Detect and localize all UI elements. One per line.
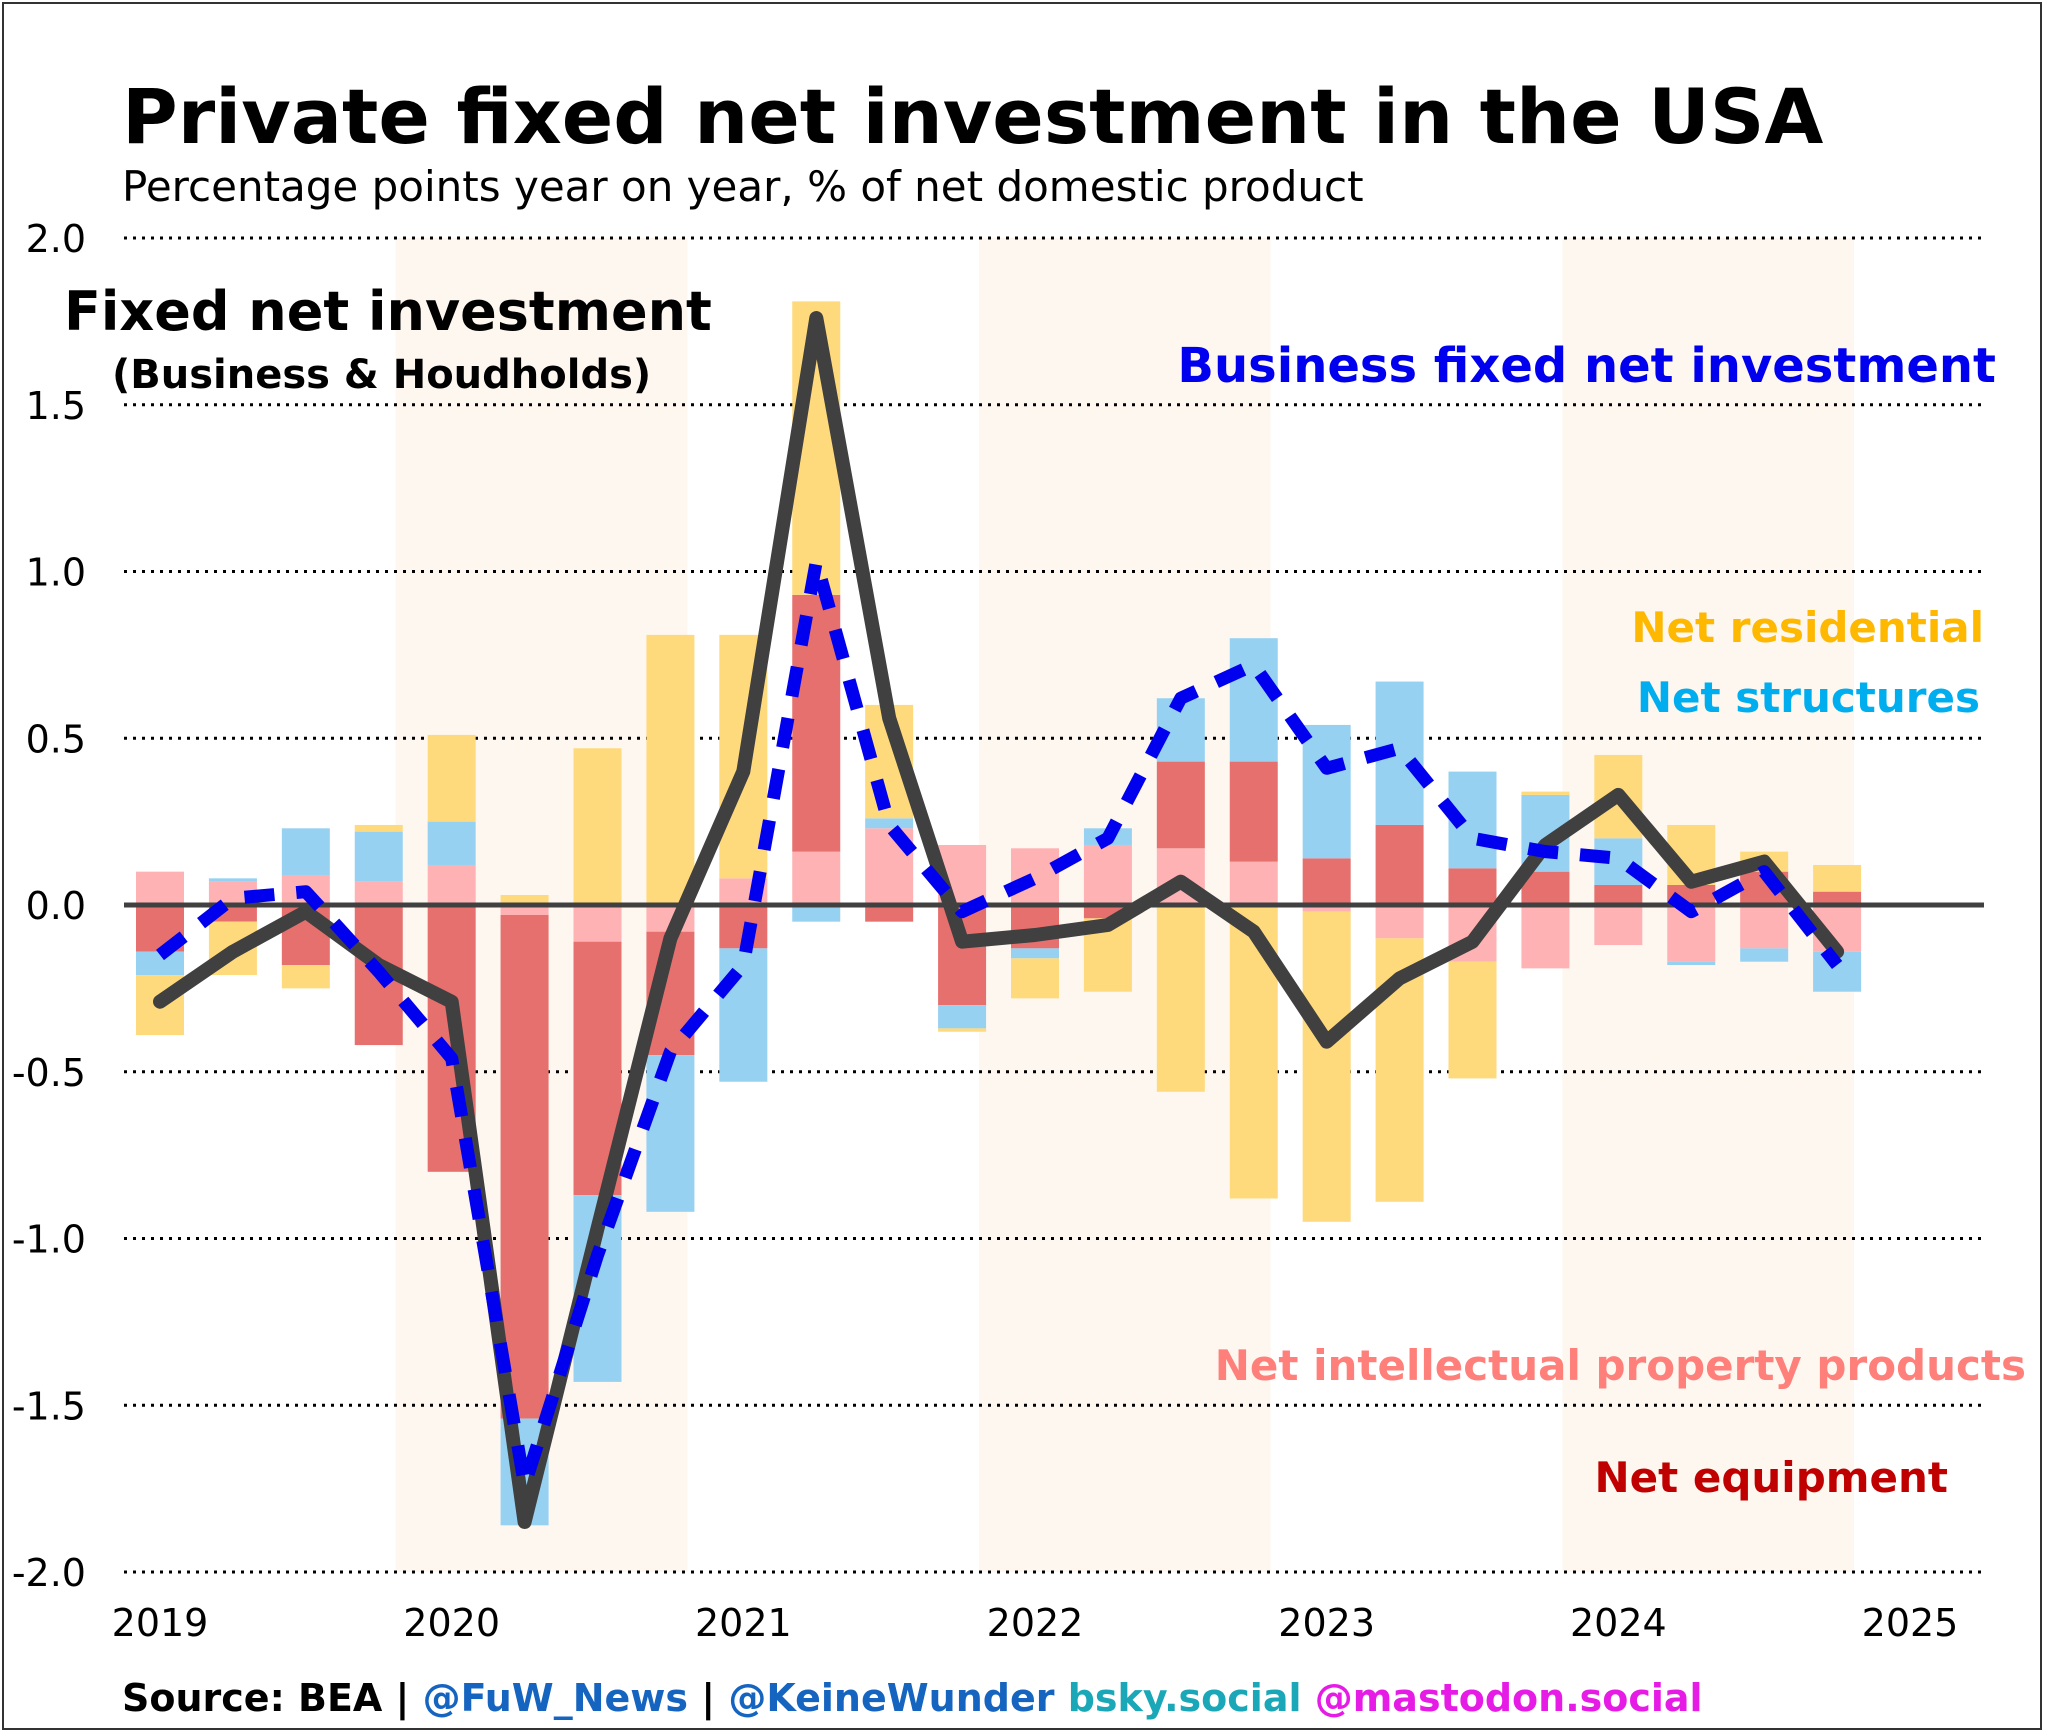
annotation-net-structures: Net structures: [1637, 673, 1980, 722]
line-fixed: [153, 311, 1845, 1529]
x-tick-label: 2020: [403, 1601, 500, 1645]
bar-structures: [427, 821, 476, 865]
x-tick-label: 2024: [1570, 1601, 1667, 1645]
y-tick-label: -1.0: [12, 1218, 86, 1262]
bar-equipment: [1448, 868, 1497, 905]
bar-structures: [208, 878, 257, 882]
x-tick-label: 2025: [1862, 1601, 1959, 1645]
bar-equipment: [1813, 891, 1862, 905]
bar-structures: [136, 951, 184, 976]
bar-structures: [1667, 961, 1716, 966]
bar-equipment: [1375, 824, 1424, 905]
y-tick-label: 1.5: [26, 384, 86, 428]
bar-ipp: [354, 881, 403, 905]
bar-equipment: [1594, 884, 1643, 905]
bar-ipp: [1302, 905, 1351, 912]
y-tick-label: -1.5: [12, 1384, 86, 1428]
source-sep-2: |: [688, 1676, 729, 1720]
y-tick-label: 2.0: [26, 217, 86, 261]
bar-ipp: [500, 905, 549, 916]
bar-ipp: [1740, 905, 1789, 949]
bar-structures: [1229, 638, 1278, 762]
bar-structures: [1740, 948, 1789, 962]
bar-residential: [1813, 864, 1862, 892]
bar-structures: [938, 1005, 987, 1029]
bar-structures: [354, 831, 403, 882]
bar-equipment: [1229, 761, 1278, 862]
bar-residential: [354, 824, 403, 832]
y-tick-label: -2.0: [12, 1551, 86, 1595]
bar-ipp: [427, 864, 476, 905]
bar-ipp: [1083, 844, 1132, 905]
bar-residential: [646, 634, 695, 905]
annotation-net-ipp: Net intellectual property products: [1215, 1341, 2026, 1390]
annotation-fixed-net-investment: Fixed net investment: [64, 280, 712, 343]
bar-residential: [427, 734, 476, 822]
x-tick-label: 2023: [1278, 1601, 1375, 1645]
bar-structures: [719, 948, 768, 1082]
bar-ipp: [1229, 861, 1278, 905]
bar-structures: [1011, 948, 1059, 959]
bar-residential: [1521, 791, 1570, 795]
annotation-net-equipment: Net equipment: [1595, 1453, 1948, 1502]
bar-residential: [1011, 958, 1059, 999]
annotation-net-residential: Net residential: [1631, 603, 1984, 652]
source-label: Source: BEA: [122, 1676, 383, 1720]
bar-ipp: [136, 871, 184, 905]
bar-residential: [1156, 905, 1205, 1092]
bar-equipment: [1156, 761, 1205, 849]
y-tick-label: 0.5: [26, 717, 86, 761]
chart-title: Private fixed net investment in the USA: [122, 72, 1824, 161]
bar-equipment: [1302, 858, 1351, 905]
y-tick-label: -0.5: [12, 1051, 86, 1095]
bar-structures: [1302, 724, 1351, 859]
x-tick-label: 2022: [987, 1601, 1084, 1645]
x-tick-label: 2021: [695, 1601, 792, 1645]
bar-residential: [281, 965, 330, 989]
bar-residential: [1302, 911, 1351, 1222]
bar-ipp: [1594, 905, 1643, 946]
chart-subtitle: Percentage points year on year, % of net…: [122, 162, 1364, 211]
bar-residential: [500, 894, 549, 905]
bar-equipment: [865, 905, 914, 922]
bar-residential: [573, 748, 622, 905]
bar-residential: [1448, 961, 1497, 1079]
bar-ipp: [792, 851, 841, 905]
source-bsky[interactable]: bsky.social: [1054, 1676, 1302, 1720]
bar-equipment: [500, 915, 549, 1419]
bar-residential: [938, 1028, 987, 1032]
bar-structures: [865, 818, 914, 829]
source-handle-fuw[interactable]: @FuW_News: [422, 1676, 689, 1720]
y-tick-label: 0.0: [26, 884, 86, 928]
bar-ipp: [1011, 848, 1059, 905]
source-mastodon[interactable]: @mastodon.social: [1301, 1676, 1703, 1720]
x-tick-label: 2019: [112, 1601, 209, 1645]
source-handle-keinewunder[interactable]: @KeineWunder: [728, 1676, 1055, 1720]
annotation-business-fixed-net-investment: Business fixed net investment: [1177, 338, 1996, 394]
line-business: [156, 555, 1843, 1492]
annotation-fixed-net-investment-sub: (Business & Houdholds): [112, 352, 651, 398]
bar-structures: [792, 905, 841, 922]
source-sep-1: |: [382, 1676, 423, 1720]
bar-structures: [646, 1055, 695, 1212]
bar-structures: [281, 828, 330, 875]
bar-ipp: [1521, 905, 1570, 969]
source-line: Source: BEA | @FuW_News | @KeineWunder b…: [122, 1676, 1703, 1720]
bar-ipp: [1375, 905, 1424, 939]
bar-ipp: [573, 905, 622, 942]
y-tick-label: 1.0: [26, 551, 86, 595]
